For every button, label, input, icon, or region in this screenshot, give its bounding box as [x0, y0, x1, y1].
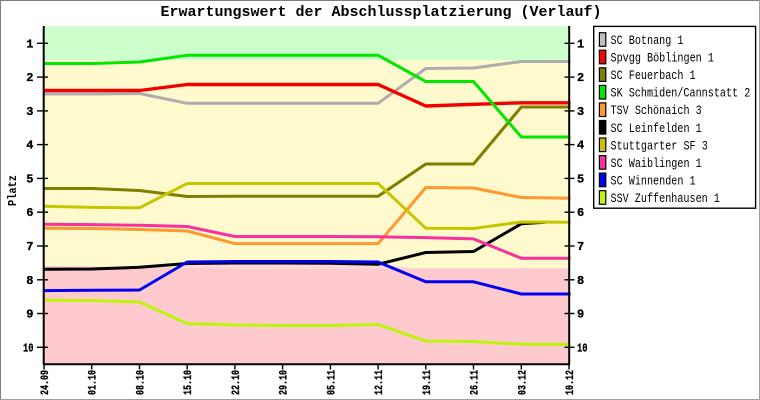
svg-text:Erwartungswert der Abschlusspl: Erwartungswert der Abschlussplatzierung …	[160, 4, 601, 21]
svg-text:6: 6	[577, 206, 584, 220]
svg-text:7: 7	[577, 240, 584, 254]
svg-text:01.10: 01.10	[88, 370, 100, 395]
svg-text:26.11: 26.11	[470, 370, 482, 395]
svg-text:SC Feuerbach 1: SC Feuerbach 1	[611, 68, 696, 83]
svg-text:3: 3	[26, 105, 33, 119]
svg-text:10: 10	[577, 341, 588, 355]
svg-text:4: 4	[577, 139, 584, 153]
svg-text:24.09: 24.09	[40, 370, 52, 395]
svg-text:Platz: Platz	[6, 175, 20, 206]
svg-text:22.10: 22.10	[231, 370, 243, 395]
svg-text:19.11: 19.11	[422, 370, 434, 395]
svg-text:10: 10	[23, 341, 34, 355]
svg-text:05.11: 05.11	[326, 370, 338, 395]
svg-text:8: 8	[577, 274, 584, 288]
svg-text:SC Leinfelden 1: SC Leinfelden 1	[611, 121, 702, 136]
svg-text:5: 5	[577, 172, 584, 186]
svg-text:SC Botnang 1: SC Botnang 1	[611, 33, 684, 48]
svg-text:9: 9	[577, 308, 584, 322]
svg-text:SC Waiblingen 1: SC Waiblingen 1	[611, 156, 702, 171]
svg-text:TSV Schönaich 3: TSV Schönaich 3	[611, 103, 702, 118]
svg-text:3: 3	[577, 105, 584, 119]
svg-text:1: 1	[26, 37, 33, 51]
svg-text:5: 5	[26, 172, 33, 186]
svg-text:03.12: 03.12	[517, 370, 529, 395]
svg-text:SK Schmiden/Cannstatt 2: SK Schmiden/Cannstatt 2	[611, 86, 751, 101]
svg-text:SSV Zuffenhausen 1: SSV Zuffenhausen 1	[611, 191, 721, 206]
svg-text:2: 2	[26, 71, 33, 85]
svg-text:6: 6	[26, 206, 33, 220]
svg-text:9: 9	[26, 308, 33, 322]
svg-text:08.10: 08.10	[136, 370, 148, 395]
svg-text:4: 4	[26, 139, 33, 153]
svg-text:8: 8	[26, 274, 33, 288]
svg-text:7: 7	[26, 240, 33, 254]
svg-text:29.10: 29.10	[279, 370, 291, 395]
svg-text:10.12: 10.12	[565, 370, 577, 395]
svg-text:Stuttgarter SF 3: Stuttgarter SF 3	[611, 138, 708, 153]
svg-text:15.10: 15.10	[183, 370, 195, 395]
svg-text:12.11: 12.11	[374, 370, 386, 395]
svg-text:Spvgg Böblingen 1: Spvgg Böblingen 1	[611, 51, 715, 66]
svg-text:2: 2	[577, 71, 584, 85]
svg-text:1: 1	[577, 37, 584, 51]
svg-text:SC Winnenden 1: SC Winnenden 1	[611, 173, 696, 188]
